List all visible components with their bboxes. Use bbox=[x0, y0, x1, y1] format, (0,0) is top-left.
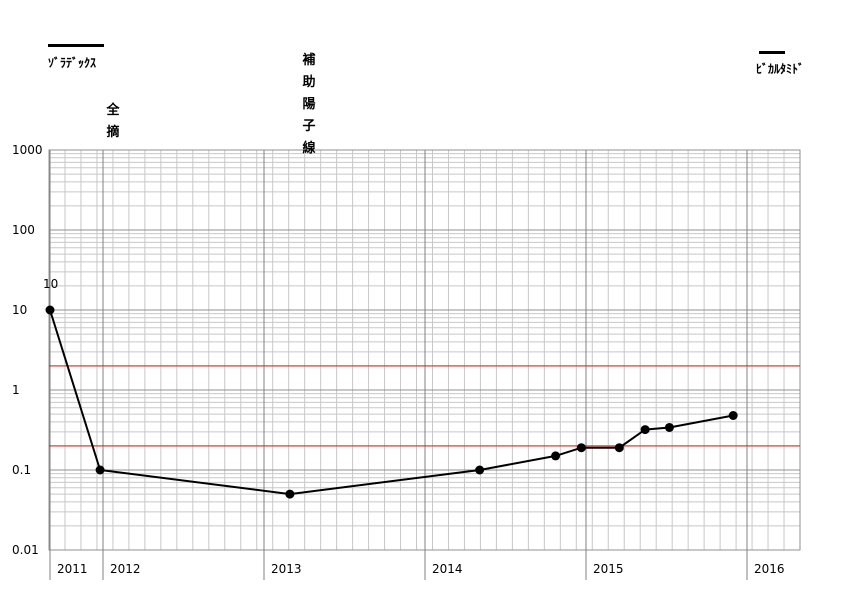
legend-left-line bbox=[48, 44, 104, 47]
series-line bbox=[49, 309, 734, 496]
data-point bbox=[551, 451, 561, 461]
data-label: 10 bbox=[43, 277, 58, 291]
data-point bbox=[285, 489, 295, 499]
x-tick-label: 2012 bbox=[110, 562, 141, 576]
data-point bbox=[728, 411, 738, 421]
x-tick-labels: 2011 2012 2013 2014 2015 2016 bbox=[57, 562, 785, 576]
x-tick-label: 2014 bbox=[432, 562, 463, 576]
y-tick-label: 100 bbox=[12, 223, 35, 237]
event-label-adjuvant-radiation: 補 助 陽 子 線 bbox=[302, 53, 316, 156]
x-tick-label: 2016 bbox=[754, 562, 785, 576]
x-tick-label: 2015 bbox=[593, 562, 624, 576]
legend-right-label: ﾋﾞｶﾙﾀﾐﾄﾞ bbox=[756, 62, 805, 76]
y-tick-label: 0.01 bbox=[12, 543, 39, 557]
data-point bbox=[45, 305, 55, 315]
data-point bbox=[664, 422, 674, 432]
legend-right-line bbox=[759, 51, 785, 54]
y-tick-label: 10 bbox=[12, 303, 27, 317]
year-grid bbox=[49, 150, 748, 580]
x-tick-label: 2011 bbox=[57, 562, 88, 576]
event-label-total-resection: 全 摘 bbox=[106, 103, 120, 140]
data-point bbox=[576, 443, 586, 453]
data-point bbox=[640, 425, 650, 435]
series-layer bbox=[45, 305, 738, 499]
point-labels: 10 bbox=[43, 277, 58, 291]
x-tick-label: 2013 bbox=[271, 562, 302, 576]
reference-lines bbox=[49, 365, 800, 447]
data-point bbox=[95, 465, 105, 475]
y-tick-labels: 0.01 0.1 1 10 100 1000 bbox=[12, 143, 43, 557]
data-point bbox=[614, 443, 624, 453]
y-tick-label: 0.1 bbox=[12, 463, 31, 477]
legend-left-label: ｿﾞﾗﾃﾞｯｸｽ bbox=[48, 56, 97, 70]
y-tick-label: 1 bbox=[12, 383, 20, 397]
y-tick-label: 1000 bbox=[12, 143, 43, 157]
data-point bbox=[475, 465, 485, 475]
